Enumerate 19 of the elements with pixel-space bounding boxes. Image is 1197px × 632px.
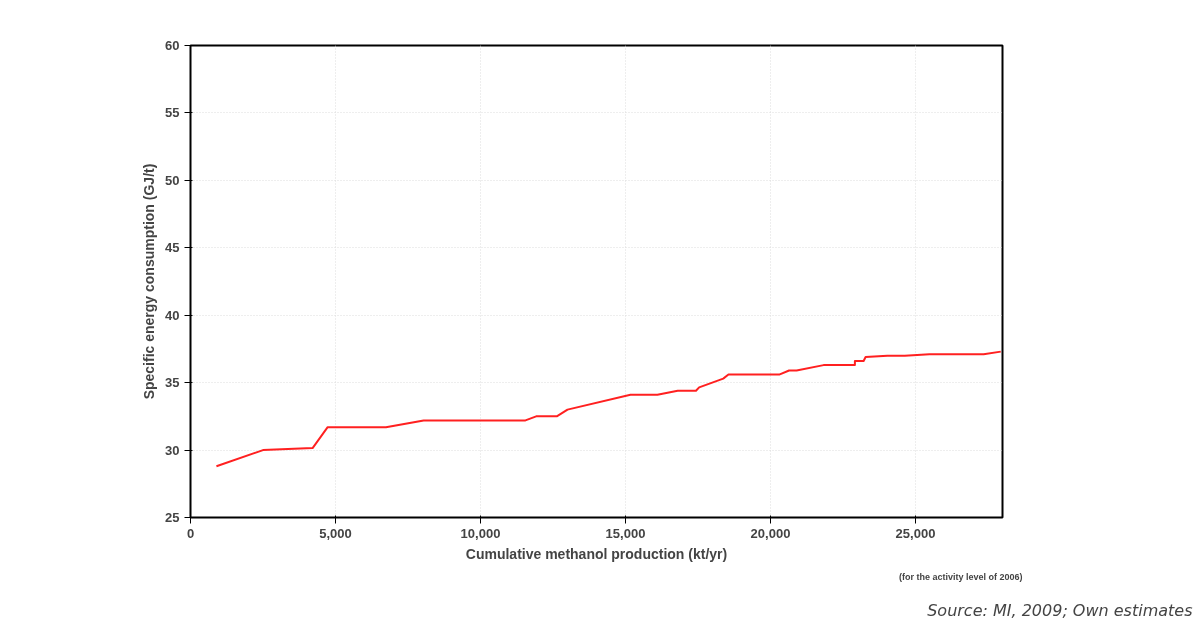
y-tick-label: 30 [165, 442, 180, 458]
y-tick-label: 60 [165, 38, 180, 53]
y-tick-label: 55 [165, 105, 180, 121]
source-note: Source: MI, 2009; Own estimates [927, 601, 1193, 620]
text: (for the activity level of 2006) [898, 571, 1023, 582]
x-tick-label: 5,000 [319, 525, 352, 541]
y-axis-title: Specific energy consumption (GJ/t) [141, 163, 158, 400]
x-tick-label: 15,000 [605, 525, 646, 541]
y-tick-label: 45 [165, 240, 180, 256]
x-tick-label: 0 [186, 525, 195, 541]
x-tick-label: 20,000 [750, 525, 791, 541]
x-tick-label: 10,000 [460, 525, 501, 541]
line-series [215, 350, 1002, 468]
y-tick-label: 40 [165, 307, 180, 323]
x-axis-title: Cumulative methanol production (kt/yr) [465, 545, 728, 562]
x-tick-label: 25,000 [895, 525, 936, 541]
y-tick-label: 50 [165, 172, 180, 188]
y-tick-label: 35 [165, 375, 180, 391]
y-tick-label: 25 [165, 510, 180, 525]
